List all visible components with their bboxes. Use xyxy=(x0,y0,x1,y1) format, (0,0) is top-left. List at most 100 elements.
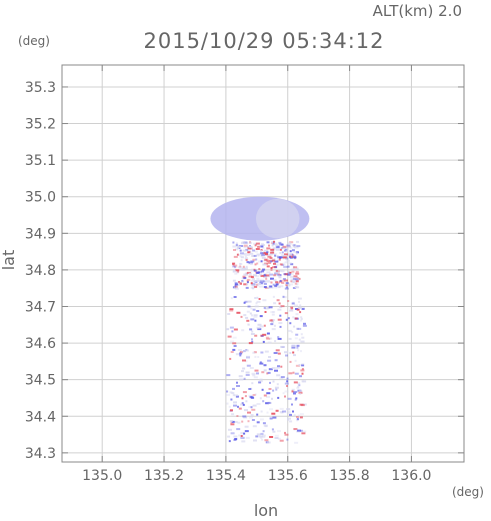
y-tick-label: 34.7 xyxy=(25,299,56,315)
echo-pixel xyxy=(291,345,296,347)
tick-layer: 34.3 34.4 34.5 34.6 34.7 34.8 34.9 35.0 35.1 35.2… xyxy=(25,65,464,484)
echo-pixel xyxy=(261,254,264,257)
echo-pixel xyxy=(289,360,292,363)
echo-pixel xyxy=(265,274,270,277)
echo-pixel xyxy=(293,268,298,271)
echo-pixel xyxy=(292,410,294,413)
echo-pixel xyxy=(260,334,264,337)
echo-pixel xyxy=(250,282,253,285)
echo-pixel xyxy=(302,380,307,383)
echo-pixel xyxy=(282,392,285,395)
echo-pixel xyxy=(295,280,299,283)
echo-pixel xyxy=(260,252,264,255)
echo-pixel xyxy=(292,351,295,354)
echo-pixel xyxy=(279,279,282,282)
echo-pixel xyxy=(277,352,281,355)
echo-pixel xyxy=(261,438,264,441)
echo-region xyxy=(226,295,307,444)
echo-pixel xyxy=(289,275,294,278)
echo-pixel xyxy=(286,408,291,411)
echo-pixel xyxy=(258,283,261,285)
echo-pixel xyxy=(232,245,237,248)
echo-pixel xyxy=(274,271,279,274)
echo-pixel xyxy=(293,354,296,357)
echo-pixel xyxy=(239,262,242,265)
echo-pixel xyxy=(286,385,288,387)
echo-pixel xyxy=(291,249,295,252)
echo-pixel xyxy=(270,319,273,322)
echo-pixel xyxy=(287,253,292,256)
echo-pixel xyxy=(273,352,278,354)
echo-pixel xyxy=(233,435,238,438)
echo-pixel xyxy=(238,434,241,437)
echo-pixel xyxy=(301,364,305,367)
echo-pixel xyxy=(283,273,287,276)
echo-pixel xyxy=(252,374,256,377)
echo-pixel xyxy=(262,422,266,425)
echo-pixel xyxy=(295,397,298,400)
echo-pixel xyxy=(254,334,258,337)
echo-pixel xyxy=(274,437,279,439)
echo-pixel xyxy=(263,306,266,309)
echo-pixel xyxy=(249,262,253,265)
echo-pixel xyxy=(269,381,271,384)
echo-pixel xyxy=(247,251,251,254)
echo-pixel xyxy=(274,242,278,245)
echo-pixel xyxy=(263,324,266,327)
echo-pixel xyxy=(276,245,280,248)
echo-pixel xyxy=(256,284,259,287)
echo-pixel xyxy=(289,247,293,249)
echo-pixel xyxy=(291,331,294,334)
echo-pixel xyxy=(253,242,256,245)
echo-pixel xyxy=(242,391,247,394)
echo-pixel xyxy=(274,386,279,389)
echo-pixel xyxy=(286,438,289,441)
echo-pixel xyxy=(276,281,280,284)
echo-pixel xyxy=(263,369,267,372)
echo-pixel xyxy=(260,260,263,263)
echo-pixel xyxy=(246,283,249,286)
echo-pixel xyxy=(280,345,285,348)
echo-pixel xyxy=(235,353,239,356)
echo-pixel xyxy=(270,323,274,326)
echo-pixel xyxy=(267,359,272,362)
echo-pixel xyxy=(269,337,273,340)
echo-pixel xyxy=(260,432,264,435)
echo-pixel xyxy=(229,357,232,360)
echo-pixel xyxy=(277,308,282,311)
echo-pixel xyxy=(258,268,261,270)
echo-pixel xyxy=(275,264,279,267)
echo-pixel xyxy=(275,271,280,274)
echo-pixel xyxy=(265,279,270,282)
echo-pixel xyxy=(231,392,235,395)
echo-pixel xyxy=(243,314,247,317)
echo-pixel xyxy=(229,308,234,311)
echo-pixel xyxy=(262,299,267,302)
echo-pixel xyxy=(256,271,260,274)
echo-pixel xyxy=(251,408,256,411)
echo-pixel xyxy=(260,245,264,248)
echo-pixel xyxy=(249,246,252,248)
echo-pixel xyxy=(256,413,259,416)
echo-pixel xyxy=(238,253,241,256)
echo-pixel xyxy=(262,340,265,343)
echo-pixel xyxy=(278,302,281,305)
y-tick-label: 34.6 xyxy=(25,336,56,352)
echo-pixel xyxy=(245,436,250,439)
echo-pixel xyxy=(299,416,303,419)
echo-pixel xyxy=(277,272,280,275)
echo-pixel xyxy=(253,274,257,277)
echo-pixel xyxy=(234,438,238,440)
echo-pixel xyxy=(270,267,273,269)
echo-pixel xyxy=(232,342,237,345)
echo-pixel xyxy=(250,283,255,286)
echo-pixel xyxy=(287,397,292,400)
echo-pixel xyxy=(294,278,299,281)
echo-pixel xyxy=(233,255,238,258)
echo-pixel xyxy=(286,244,291,247)
echo-pixel xyxy=(268,356,271,358)
echo-pixel xyxy=(244,349,249,352)
echo-pixel xyxy=(239,351,243,354)
echo-pixel xyxy=(230,340,235,343)
